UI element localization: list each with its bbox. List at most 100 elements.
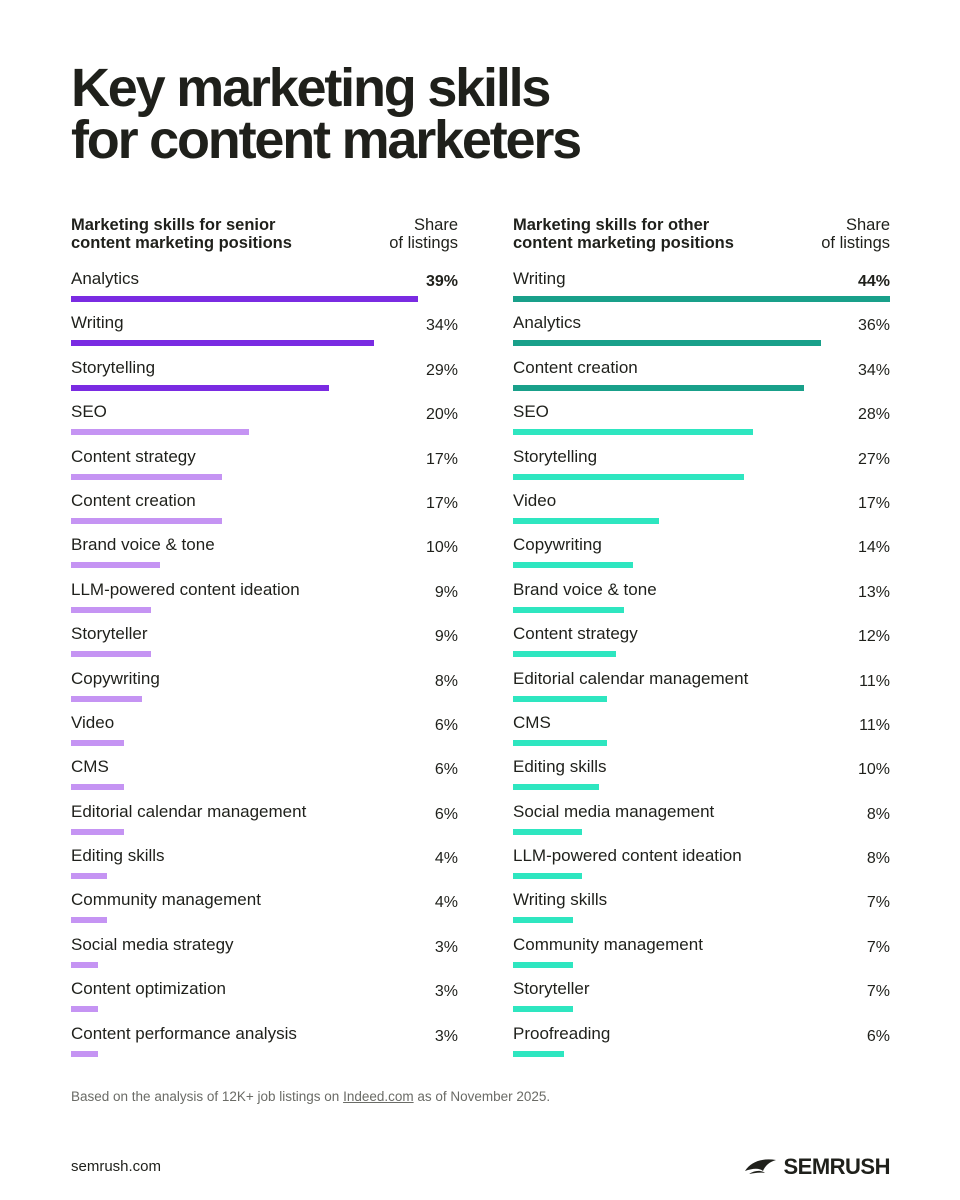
bar — [513, 917, 573, 924]
bar-row: Content strategy 17% — [71, 436, 458, 480]
other-skills-chart: Marketing skills for other content marke… — [513, 216, 890, 1057]
bar-row: Community management 4% — [71, 879, 458, 924]
other-chart-header: Marketing skills for other content marke… — [513, 216, 890, 258]
bar-label: SEO — [513, 402, 549, 422]
bar — [71, 296, 418, 302]
bar-label: Content strategy — [513, 624, 638, 644]
bar-row: Analytics 36% — [513, 302, 890, 347]
bar — [71, 562, 160, 569]
bar — [513, 429, 753, 436]
bar-value-label: 7% — [866, 983, 890, 1001]
bar-value-label: 27% — [857, 450, 890, 468]
bar-row: Analytics 39% — [71, 258, 458, 302]
bar-row: SEO 20% — [71, 391, 458, 436]
bar-label: Editing skills — [71, 846, 165, 866]
bar-value-label: 11% — [859, 716, 890, 734]
brand-name: SEMRUSH — [783, 1154, 890, 1179]
bar-row: Writing skills 7% — [513, 879, 890, 924]
bar-row: Writing 44% — [513, 258, 890, 302]
senior-chart-title: Marketing skills for senior content mark… — [71, 216, 381, 252]
bar-label: SEO — [71, 402, 107, 422]
bar-row: Content optimization 3% — [71, 968, 458, 1013]
senior-chart-header: Marketing skills for senior content mark… — [71, 216, 458, 258]
bar-row: Content performance analysis 3% — [71, 1013, 458, 1057]
senior-skills-chart: Marketing skills for senior content mark… — [71, 216, 458, 1057]
bar-label: Social media management — [513, 801, 715, 821]
indeed-link[interactable]: Indeed.com — [343, 1089, 414, 1104]
bar-label: Video — [513, 490, 557, 510]
bar-row: Video 6% — [71, 702, 458, 746]
bar-label: Storyteller — [71, 624, 148, 644]
bar — [71, 429, 249, 436]
bar-label: Brand voice & tone — [513, 579, 657, 599]
bar — [71, 828, 125, 835]
bar-row: Editing skills 10% — [513, 746, 890, 791]
bar-value-label: 39% — [425, 273, 458, 290]
bar-label: CMS — [513, 712, 551, 732]
bar-row: Social media strategy 3% — [71, 924, 458, 968]
bar-value-label: 6% — [434, 761, 458, 779]
bar — [513, 562, 633, 569]
bar-label: Writing skills — [513, 890, 608, 910]
bar-value-label: 6% — [434, 805, 458, 823]
bar — [513, 739, 608, 746]
semrush-logo: SEMRUSH — [743, 1154, 890, 1180]
bar-label: Proofreading — [513, 1023, 611, 1043]
footnote-prefix: Based on the analysis of 12K+ job listin… — [71, 1089, 344, 1104]
bar-value-label: 7% — [866, 938, 890, 956]
bar — [513, 296, 890, 302]
bar-label: Content performance analysis — [71, 1023, 297, 1043]
bar-value-label: 13% — [857, 583, 890, 601]
bar-value-label: 17% — [425, 450, 458, 468]
bar-value-label: 29% — [425, 361, 458, 379]
bar — [513, 651, 616, 658]
bar — [71, 917, 107, 924]
bar-label: Writing — [71, 313, 124, 333]
bar-value-label: 28% — [857, 406, 890, 424]
site-url[interactable]: semrush.com — [71, 1158, 162, 1175]
bar-row: CMS 6% — [71, 746, 458, 791]
bar — [71, 1050, 98, 1057]
bar-label: Content creation — [513, 357, 638, 377]
bar-label: Editorial calendar management — [71, 801, 307, 821]
bar-value-label: 6% — [866, 1027, 890, 1045]
bar-value-label: 34% — [425, 317, 458, 335]
bar-row: Content creation 17% — [71, 480, 458, 524]
bar-row: Editorial calendar management 6% — [71, 791, 458, 835]
bar-label: Content creation — [71, 490, 196, 510]
bar-row: Editing skills 4% — [71, 835, 458, 880]
other-share-header: Share of listings — [821, 216, 890, 252]
bar-label: Storyteller — [513, 979, 590, 999]
bar — [513, 473, 745, 480]
senior-chart-title-line-2: content marketing positions — [71, 234, 292, 252]
bar-value-label: 10% — [425, 539, 458, 557]
bar — [71, 473, 223, 480]
other-chart-rows: Writing 44% Analytics 36% Content creation 34… — [513, 258, 890, 1057]
other-chart-title-line-1: Marketing skills for other — [513, 216, 710, 234]
title-line-2: for content marketers — [71, 110, 582, 170]
bar — [513, 1006, 573, 1013]
bar-label: LLM-powered content ideation — [71, 579, 300, 599]
bar-value-label: 34% — [857, 361, 890, 379]
bar-label: Community management — [71, 890, 261, 910]
bar-value-label: 14% — [857, 539, 890, 557]
bar-label: Analytics — [71, 269, 140, 288]
bar — [71, 384, 330, 391]
bar-row: Copywriting 8% — [71, 658, 458, 702]
bar-label: LLM-powered content ideation — [513, 846, 742, 866]
bar-value-label: 6% — [434, 716, 458, 734]
bar — [71, 1006, 98, 1013]
bar-label: Writing — [513, 269, 566, 288]
bar-label: Content strategy — [71, 446, 196, 466]
bar-label: Copywriting — [513, 535, 602, 555]
bar — [513, 828, 582, 835]
bar-value-label: 12% — [857, 628, 890, 646]
bar-value-label: 8% — [866, 850, 890, 868]
bar-row: Storytelling 29% — [71, 347, 458, 391]
senior-share-header: Share of listings — [389, 216, 458, 252]
footnote-suffix: as of November 2025. — [413, 1089, 551, 1104]
bar — [71, 606, 152, 613]
bar-value-label: 44% — [857, 273, 890, 290]
bar-row: Video 17% — [513, 480, 890, 524]
bar-value-label: 11% — [859, 672, 890, 690]
